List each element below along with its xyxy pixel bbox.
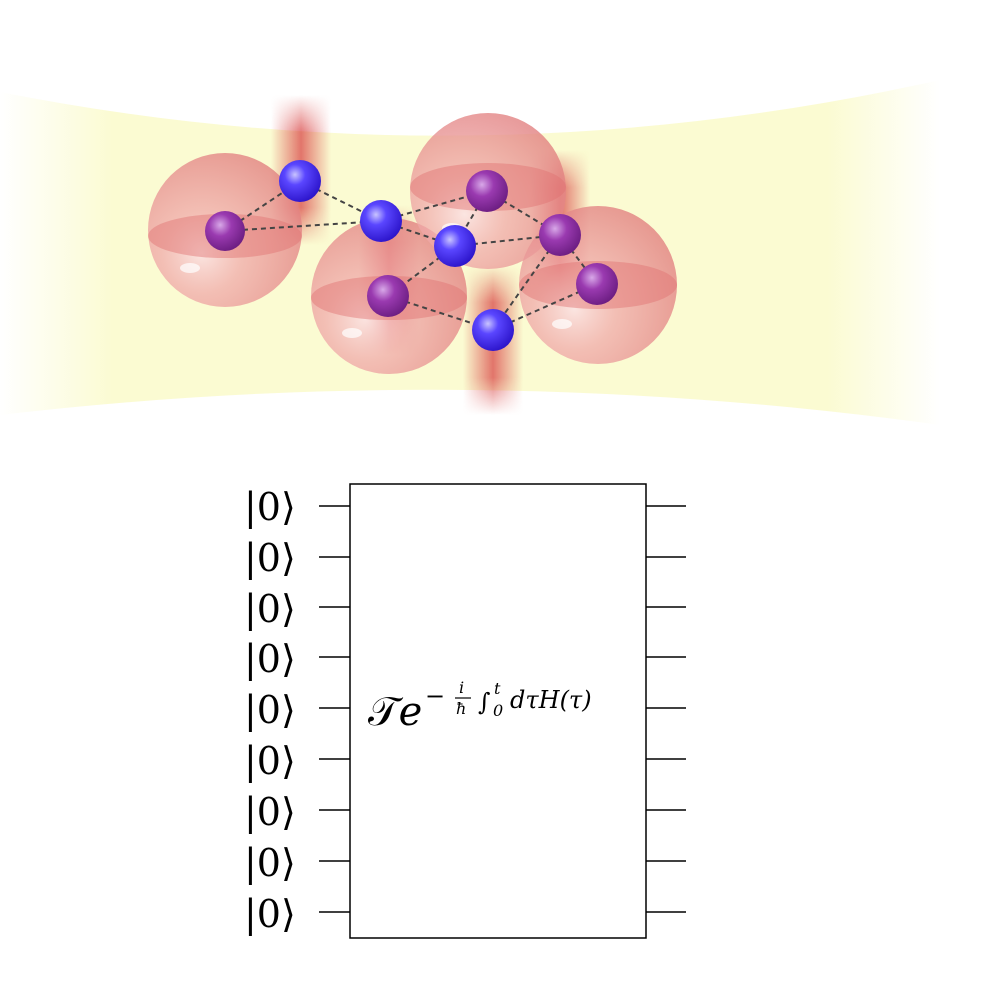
- input-ket: |0⟩: [244, 587, 296, 631]
- atom-array-illustration: [0, 80, 940, 425]
- quantum-circuit: |0⟩ |0⟩ |0⟩ |0⟩ |0⟩ |0⟩ |0⟩ |0⟩ |0⟩ 𝒯e −…: [244, 483, 686, 939]
- rydberg-atoms: [279, 160, 514, 351]
- ground-atom: [576, 263, 618, 305]
- input-ket: |0⟩: [244, 892, 296, 936]
- evolution-gate-box: [349, 483, 647, 939]
- integral-upper: t: [494, 679, 501, 698]
- svg-text:𝒯e: 𝒯e: [368, 689, 422, 735]
- rydberg-atom: [434, 225, 476, 267]
- qubit-wires: [319, 505, 686, 913]
- ground-atom: [466, 170, 508, 212]
- input-ket: |0⟩: [244, 841, 296, 885]
- rydberg-atom: [472, 309, 514, 351]
- input-ket: |0⟩: [244, 790, 296, 834]
- ground-atom: [367, 275, 409, 317]
- input-ket: |0⟩: [244, 688, 296, 732]
- rydberg-atom: [279, 160, 321, 202]
- exp-sign: −: [425, 682, 445, 710]
- ground-atom: [205, 211, 245, 251]
- input-ket: |0⟩: [244, 739, 296, 783]
- ground-atom: [539, 214, 581, 256]
- time-ordering-symbol: 𝒯: [368, 689, 404, 735]
- input-ket: |0⟩: [244, 637, 296, 681]
- integrand: dτH(τ): [510, 686, 592, 714]
- frac-denominator: ħ: [456, 699, 466, 718]
- frac-numerator: i: [459, 678, 464, 697]
- rydberg-atom: [360, 200, 402, 242]
- time-evolution-operator: 𝒯e − i ħ ∫ t 0 dτH(τ): [368, 678, 592, 735]
- ground-atoms: [205, 170, 618, 317]
- input-ket: |0⟩: [244, 485, 296, 529]
- input-kets: |0⟩ |0⟩ |0⟩ |0⟩ |0⟩ |0⟩ |0⟩ |0⟩ |0⟩: [244, 485, 296, 936]
- integral-lower: 0: [493, 701, 503, 720]
- input-ket: |0⟩: [244, 536, 296, 580]
- integral-sign: ∫: [478, 688, 491, 716]
- exp-base: e: [399, 689, 423, 735]
